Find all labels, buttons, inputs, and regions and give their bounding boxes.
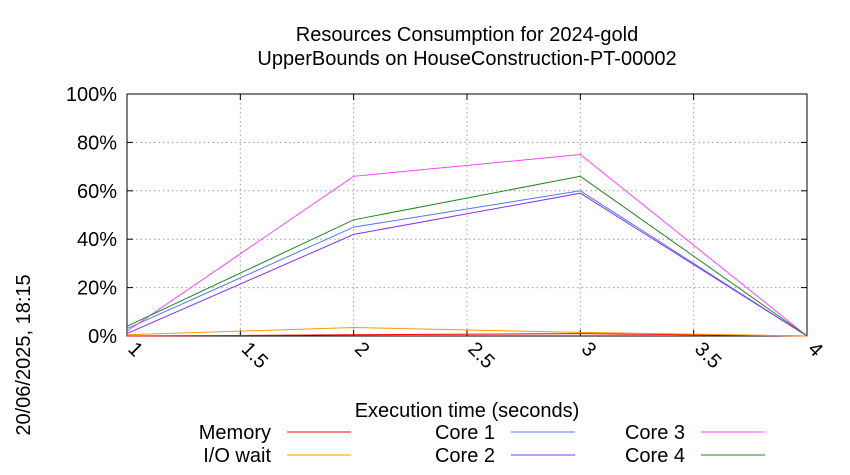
y-tick-label: 100%: [66, 84, 117, 106]
legend-label: Core 3: [625, 422, 685, 444]
series-line-core-2: [126, 192, 808, 337]
grid: [126, 93, 808, 337]
series-line-i-o-wait: [126, 326, 808, 337]
chart-title: Resources Consumption for 2024-gold: [296, 24, 638, 46]
series-line-core-1: [126, 190, 808, 337]
series-lines: [126, 153, 808, 337]
y-tick-label: 80%: [77, 132, 117, 154]
legend-label: Core 1: [435, 422, 495, 444]
x-tick-label: 4: [803, 338, 826, 361]
x-axis-label: Execution time (seconds): [355, 400, 580, 422]
x-tick-label: 3: [577, 338, 600, 361]
y-tick-label: 0%: [88, 326, 117, 348]
legend-label: Memory: [199, 422, 271, 444]
x-tick-label: 2: [350, 338, 373, 361]
chart-subtitle: UpperBounds on HouseConstruction-PT-0000…: [257, 48, 676, 70]
legend-label: Core 2: [435, 445, 495, 467]
x-tick-label: 2.5: [463, 338, 498, 373]
series-line-memory: [126, 333, 808, 337]
y-tick-label: 40%: [77, 229, 117, 251]
y-axis: 0% 20% 40% 60% 80% 100%: [66, 84, 807, 348]
x-tick-label: 1: [123, 338, 146, 361]
x-tick-label: 1.5: [237, 338, 272, 373]
legend-label: Core 4: [625, 445, 685, 467]
x-tick-label: 3.5: [690, 338, 725, 373]
series-line-core-3: [126, 153, 808, 337]
side-label: 20/06/2025, 18:15: [13, 274, 35, 435]
legend-label: I/O wait: [203, 445, 271, 467]
y-tick-label: 60%: [77, 181, 117, 203]
series-line-core-4: [126, 175, 808, 337]
y-tick-label: 20%: [77, 278, 117, 300]
